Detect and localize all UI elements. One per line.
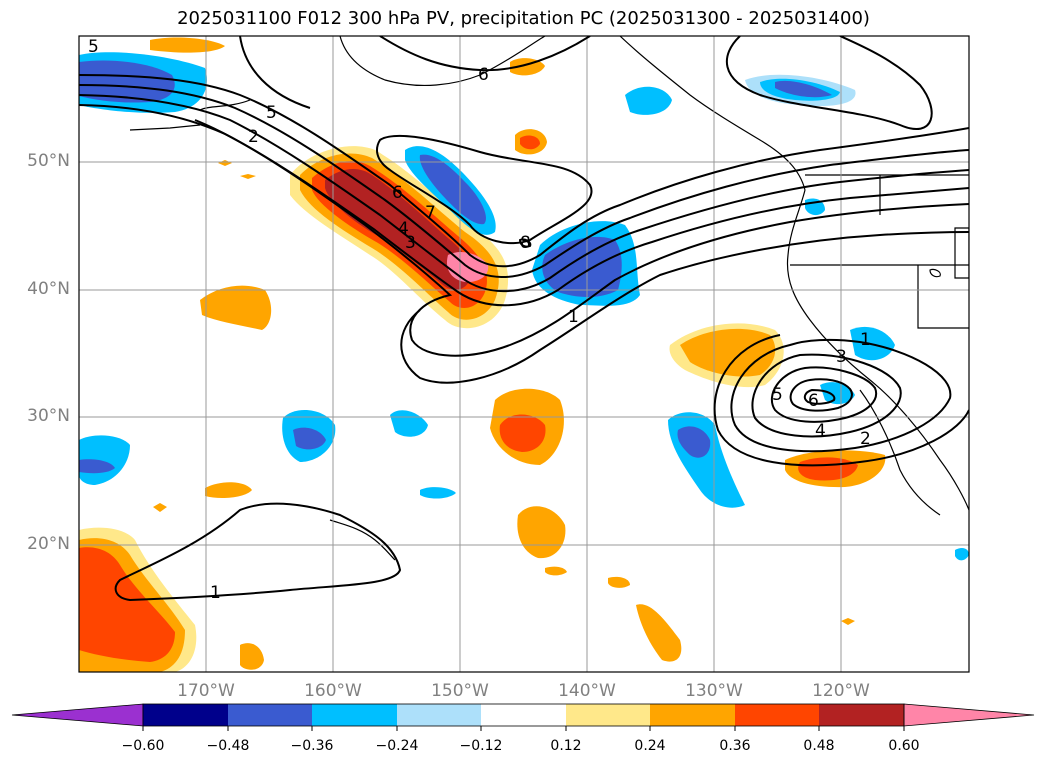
colorbar-tick-label: −0.60 (121, 738, 165, 754)
contour-label: 1 (860, 330, 871, 350)
map-title: 2025031100 F012 300 hPa PV, precipitatio… (177, 8, 870, 29)
colorbar-tick-label: −0.48 (206, 738, 250, 754)
colorbar-tick-label: 0.60 (888, 738, 920, 754)
coastlines (129, 36, 969, 561)
colorbar-segment (819, 704, 904, 726)
colorbar-tick-label: 0.36 (719, 738, 751, 754)
lat-label: 40°N (27, 279, 70, 299)
colorbar-segment (650, 704, 735, 726)
contour-label: 6 (392, 183, 403, 203)
lat-label: 30°N (27, 406, 70, 426)
colorbar-tick-label: 0.12 (550, 738, 582, 754)
contour-label: 5 (266, 103, 277, 123)
colorbar-tick-label: −0.12 (459, 738, 503, 754)
colorbar-extend-low (11, 703, 144, 727)
lon-label: 120°W (812, 681, 870, 701)
map-frame (78, 35, 970, 673)
lon-label: 130°W (685, 681, 743, 701)
colorbar-segment (397, 704, 481, 726)
contour-labels: 5 6 5 2 6 7 4 3 8 1 1 3 5 6 4 2 1 (88, 37, 871, 603)
lon-label: 170°W (177, 681, 235, 701)
colorbar-segment (566, 704, 650, 726)
colorbar-segment (481, 704, 566, 726)
lon-label: 160°W (304, 681, 362, 701)
contour-label: 3 (405, 233, 416, 253)
colorbar-tick-label: 0.24 (634, 738, 666, 754)
colorbar-extend-high (903, 703, 1035, 727)
contour-label: 2 (860, 429, 871, 449)
contour-label: 5 (772, 385, 783, 405)
contour-label: 1 (210, 583, 221, 603)
contour-label: 5 (88, 37, 99, 57)
colorbar (11, 703, 1035, 731)
contour-label: 6 (478, 65, 489, 85)
contour-label: 3 (836, 347, 847, 367)
contour-label: 8 (520, 233, 531, 253)
lon-label: 150°W (431, 681, 489, 701)
lat-label: 20°N (27, 534, 70, 554)
contour-label: 2 (248, 127, 259, 147)
colorbar-tick-label: −0.24 (375, 738, 419, 754)
graticule (79, 36, 969, 672)
contour-label: 4 (398, 219, 409, 239)
precip-neg-gulf (625, 86, 672, 115)
colorbar-segment (735, 704, 819, 726)
colorbar-tick-label: −0.36 (290, 738, 334, 754)
colorbar-segment (143, 704, 228, 726)
precip-neg-subtropic (668, 412, 745, 508)
contour-label: 6 (808, 391, 819, 411)
lon-label: 140°W (558, 681, 616, 701)
lat-label: 50°N (27, 151, 70, 171)
colorbar-segment (228, 704, 312, 726)
pv-contours (79, 36, 969, 602)
precip-pos-west (200, 285, 272, 330)
contour-label: 1 (568, 307, 579, 327)
contour-label: 4 (815, 421, 826, 441)
contour-label: 7 (425, 203, 436, 223)
colorbar-tick-label: 0.48 (803, 738, 835, 754)
colorbar-segment (312, 704, 397, 726)
